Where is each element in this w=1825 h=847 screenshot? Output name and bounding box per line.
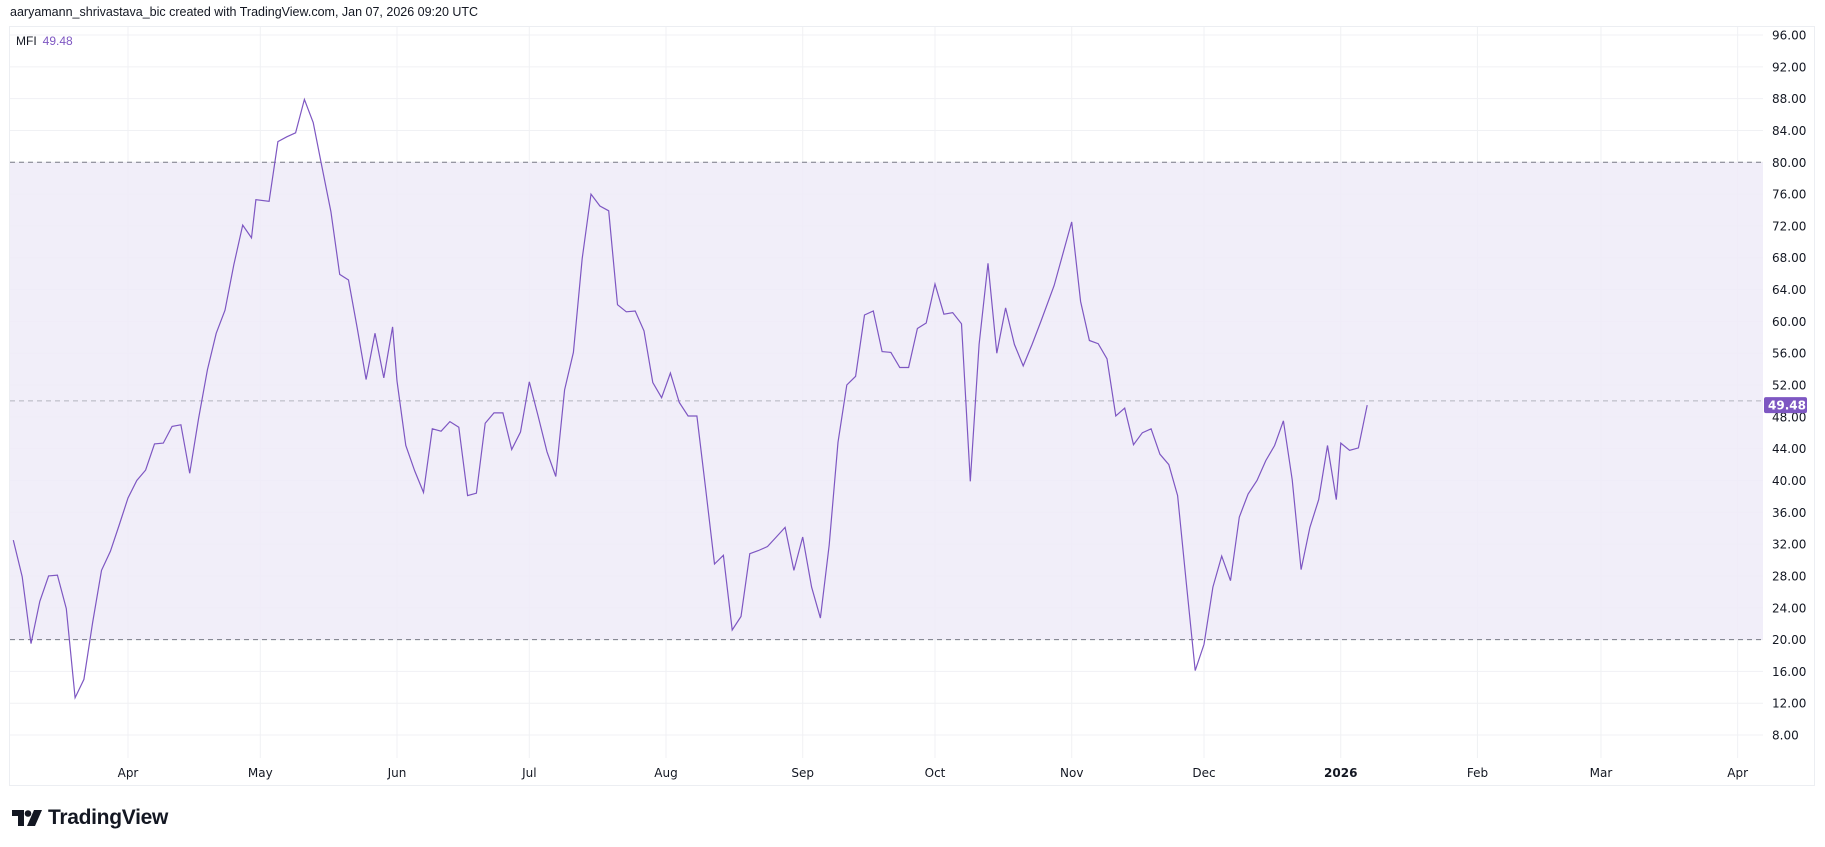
y-tick-label: 16.00 bbox=[1772, 665, 1806, 679]
y-tick-label: 92.00 bbox=[1772, 60, 1806, 74]
indicator-value: 49.48 bbox=[42, 34, 73, 48]
y-tick-label: 64.00 bbox=[1772, 283, 1806, 297]
y-tick-label: 56.00 bbox=[1772, 347, 1806, 361]
y-tick-label: 28.00 bbox=[1772, 569, 1806, 583]
y-tick-label: 40.00 bbox=[1772, 474, 1806, 488]
x-tick-label: May bbox=[248, 766, 273, 780]
x-tick-label: 2026 bbox=[1324, 766, 1357, 780]
x-tick-label: Aug bbox=[654, 766, 677, 780]
indicator-name: MFI bbox=[16, 34, 37, 48]
x-tick-label: Nov bbox=[1060, 766, 1083, 780]
y-tick-label: 24.00 bbox=[1772, 601, 1806, 615]
x-tick-label: Mar bbox=[1590, 766, 1613, 780]
x-tick-label: Apr bbox=[1727, 766, 1748, 780]
y-tick-label: 72.00 bbox=[1772, 219, 1806, 233]
chart-pane-frame bbox=[9, 26, 1815, 786]
y-tick-label: 32.00 bbox=[1772, 538, 1806, 552]
x-tick-label: Apr bbox=[118, 766, 139, 780]
tradingview-logo[interactable]: TradingView bbox=[12, 806, 168, 830]
time-axis[interactable]: Apr May Jun Jul Aug Sep Oct Nov Dec 2026 Feb Mar Apr bbox=[118, 766, 1748, 780]
band-lines bbox=[10, 161, 1763, 641]
last-value-label-text: 49.48 bbox=[1768, 399, 1806, 413]
y-tick-label: 96.00 bbox=[1772, 29, 1806, 43]
x-tick-label: Feb bbox=[1467, 766, 1488, 780]
indicator-legend[interactable]: MFI 49.48 bbox=[16, 34, 73, 48]
y-tick-label: 80.00 bbox=[1772, 156, 1806, 170]
y-tick-label: 76.00 bbox=[1772, 188, 1806, 202]
y-tick-label: 12.00 bbox=[1772, 697, 1806, 711]
y-tick-label: 52.00 bbox=[1772, 379, 1806, 393]
chart-attribution-title: aaryamann_shrivastava_bic created with T… bbox=[10, 5, 479, 19]
y-tick-label: 36.00 bbox=[1772, 506, 1806, 520]
y-tick-label: 60.00 bbox=[1772, 315, 1806, 329]
y-tick-label: 44.00 bbox=[1772, 442, 1806, 456]
x-tick-label: Jun bbox=[387, 766, 407, 780]
y-tick-label: 68.00 bbox=[1772, 251, 1806, 265]
x-tick-label: Sep bbox=[791, 766, 814, 780]
y-tick-label: 20.00 bbox=[1772, 633, 1806, 647]
x-tick-label: Jul bbox=[521, 766, 536, 780]
tradingview-logo-text: TradingView bbox=[48, 806, 169, 829]
last-value-label: 49.48 bbox=[1764, 397, 1807, 414]
price-axis[interactable]: 96.00 92.00 88.00 84.00 80.00 76.00 72.00 68.00… bbox=[1772, 29, 1806, 743]
y-tick-label: 8.00 bbox=[1772, 729, 1799, 743]
x-tick-label: Dec bbox=[1192, 766, 1215, 780]
last-value-label-bg bbox=[1764, 397, 1807, 414]
y-tick-label: 48.00 bbox=[1772, 410, 1806, 424]
y-tick-label: 84.00 bbox=[1772, 124, 1806, 138]
y-tick-label: 88.00 bbox=[1772, 92, 1806, 106]
tradingview-logo-icon bbox=[12, 810, 42, 826]
x-tick-label: Oct bbox=[925, 766, 946, 780]
mfi-series-line bbox=[12, 97, 1368, 700]
